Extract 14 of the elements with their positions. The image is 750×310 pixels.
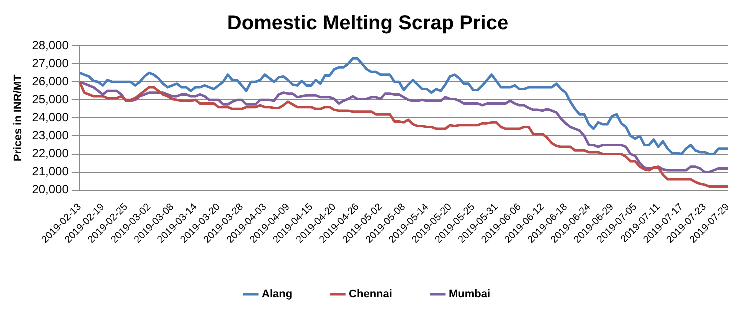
y-tick-label: 24,000 [32,110,70,124]
legend-label: Chennai [349,288,392,301]
y-tick-label: 22,000 [32,146,70,161]
y-tick-label: 23,000 [32,128,70,143]
legend-label: Mumbai [448,288,491,301]
legend-label: Alang [262,288,293,301]
y-tick-label: 25,000 [32,92,70,106]
y-tick-label: 27,000 [32,56,70,70]
y-tick-label: 28,000 [32,38,70,52]
y-tick-label: 20,000 [32,182,70,197]
y-tick-label: 26,000 [32,74,70,88]
chart-title: Domestic Melting Scrap Price [227,12,509,35]
y-tick-label: 21,000 [32,164,70,179]
y-axis-title: Prices in INR/MT [12,74,25,162]
